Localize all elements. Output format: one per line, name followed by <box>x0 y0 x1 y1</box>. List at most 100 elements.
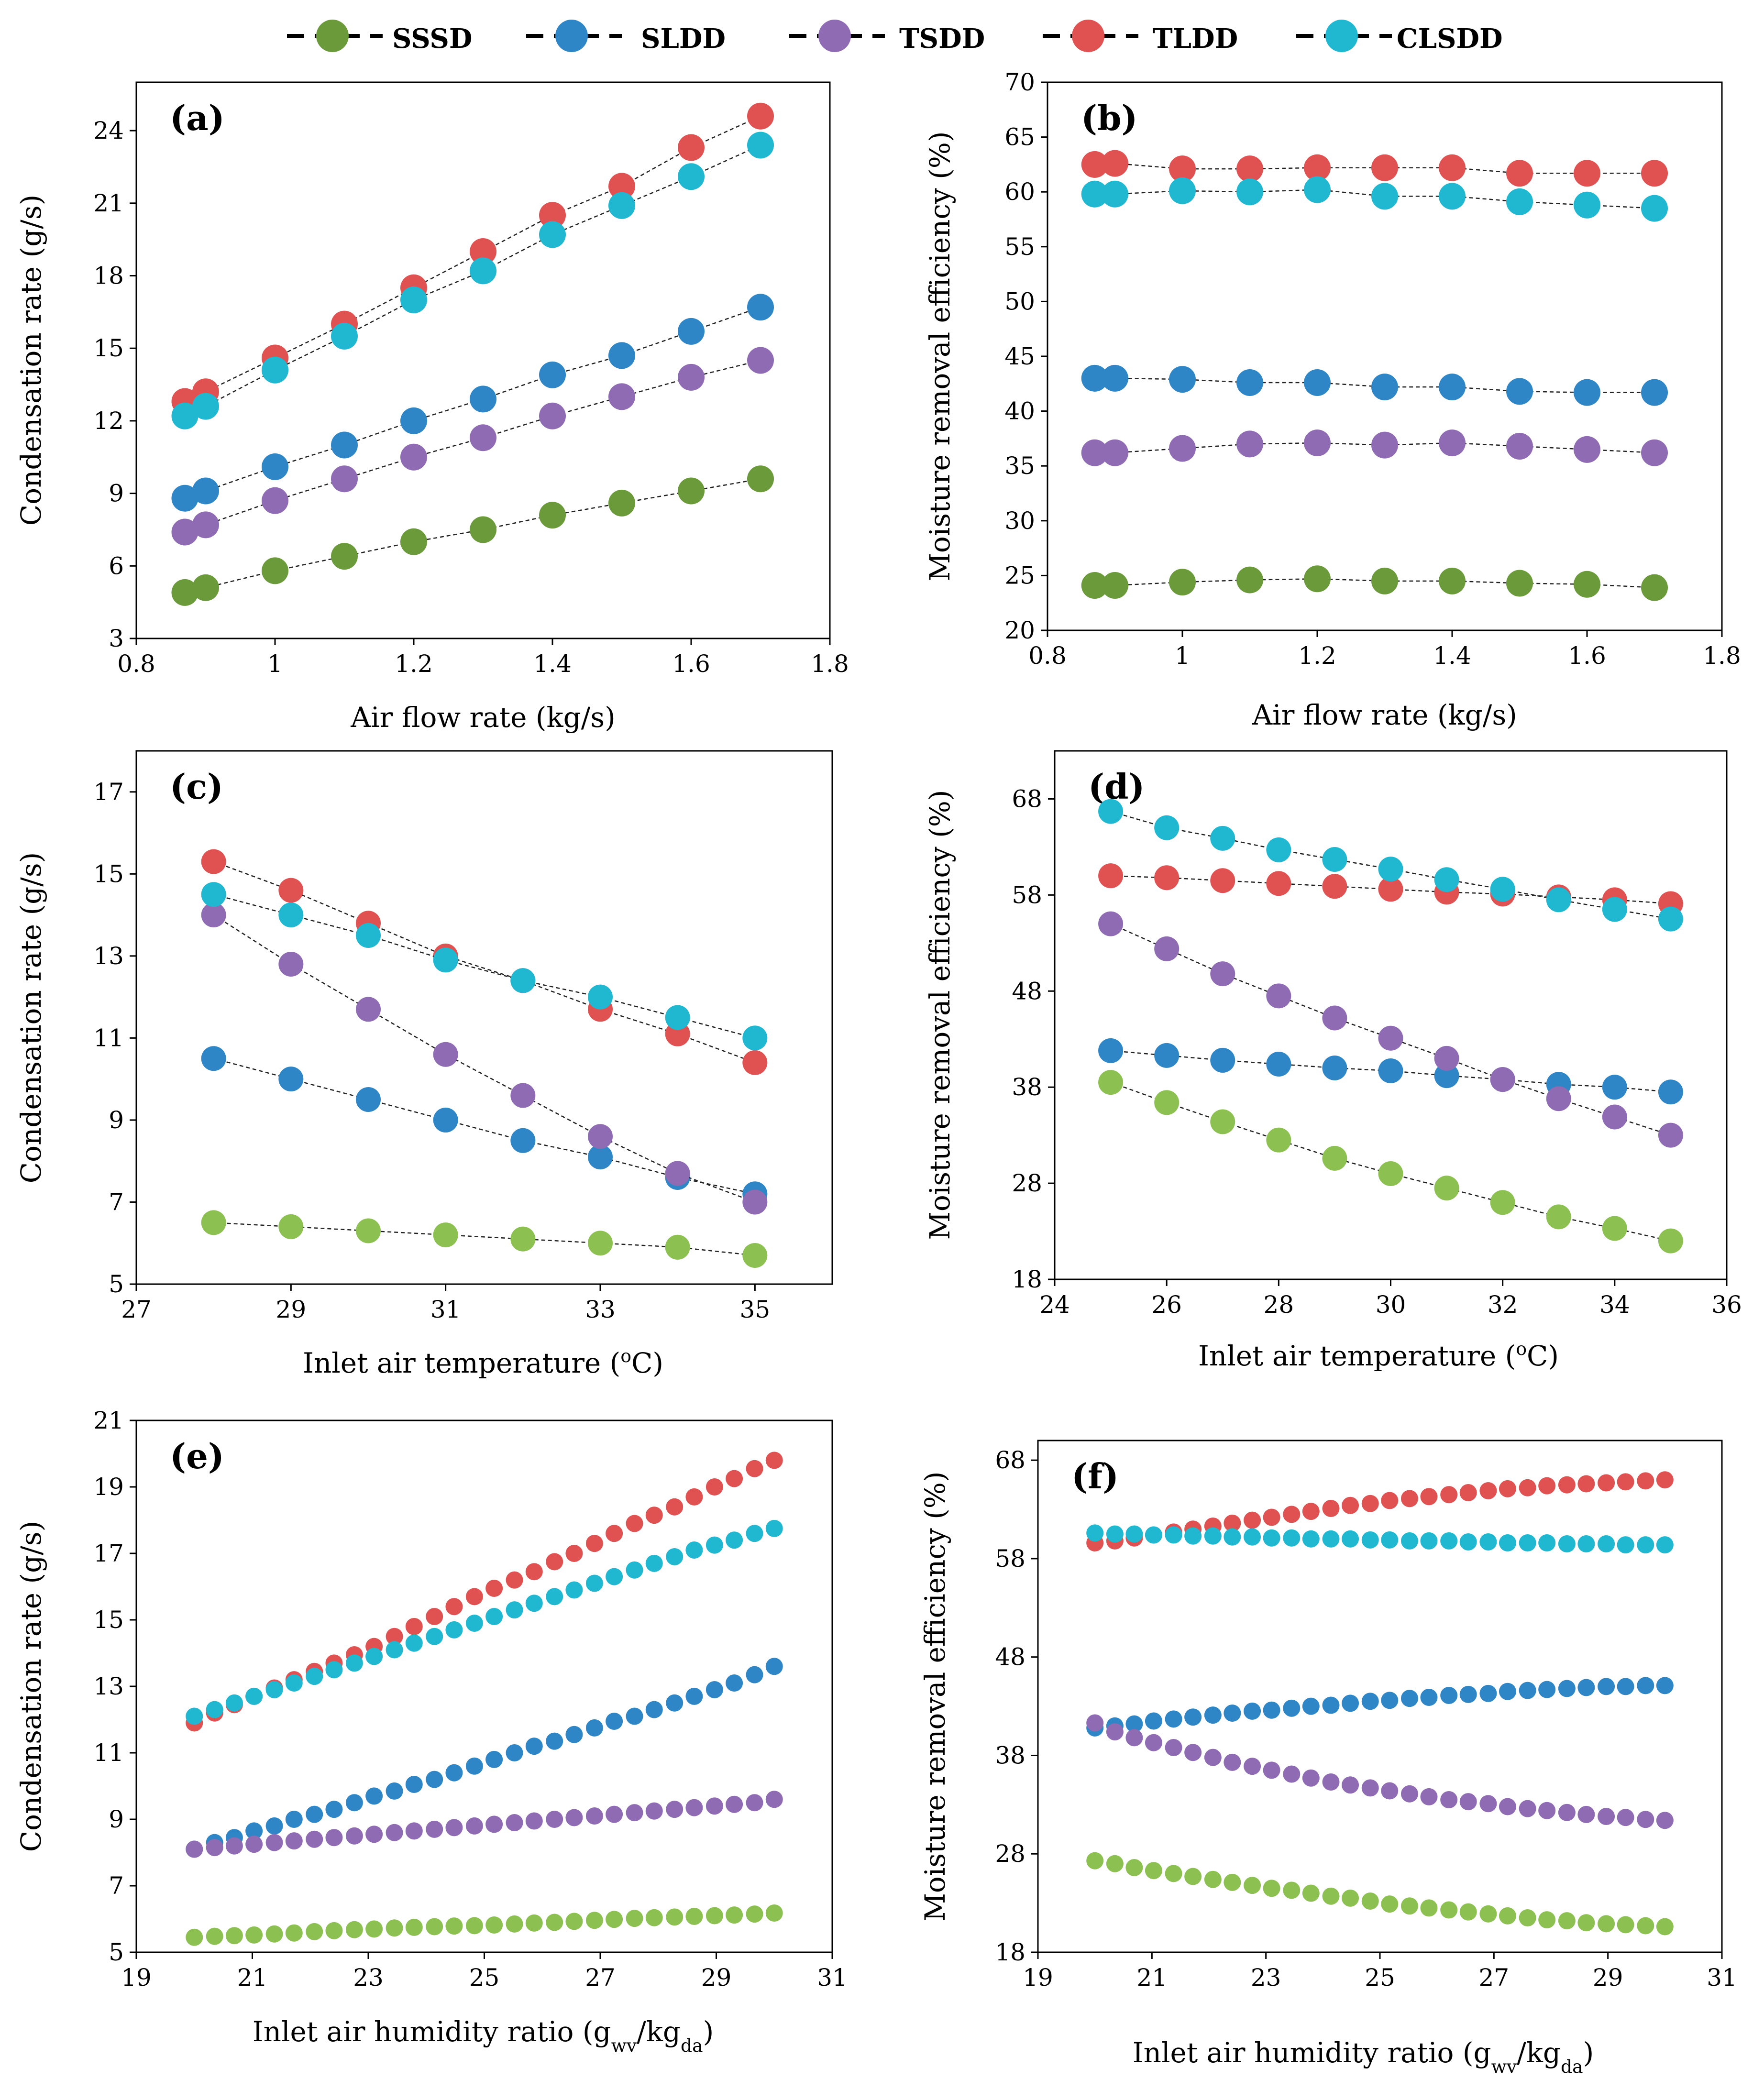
x-tick-label: 24 <box>1039 1291 1070 1319</box>
data-point <box>665 1161 690 1186</box>
data-point <box>742 1189 768 1215</box>
chart-panel-5: 19 21 23 25 27 29 31 5 7 9 11 13 15 17 19 21 Inlet air h… <box>15 1407 848 2056</box>
data-point <box>386 1782 403 1800</box>
data-point <box>331 431 358 459</box>
data-point <box>386 1919 403 1937</box>
data-point <box>1439 374 1466 401</box>
data-point <box>1304 565 1331 593</box>
data-point <box>1577 1535 1595 1553</box>
legend-label-clsdd: CLSDD <box>1397 23 1503 55</box>
data-point <box>666 1498 684 1516</box>
x-tick-label: 1.2 <box>1298 642 1336 670</box>
data-point <box>1641 574 1668 601</box>
series-line <box>1094 578 1655 588</box>
data-point <box>1210 825 1235 851</box>
x-tick-label: 33 <box>585 1296 616 1323</box>
data-point <box>1283 1699 1301 1717</box>
data-point <box>678 134 705 161</box>
data-point <box>201 1046 226 1071</box>
series-clsdd <box>171 132 774 429</box>
data-point <box>1224 1528 1241 1546</box>
x-tick-label: 30 <box>1376 1291 1406 1319</box>
y-tick-label: 25 <box>1004 561 1035 589</box>
data-point <box>1086 1714 1104 1732</box>
y-tick-label: 15 <box>93 860 124 888</box>
data-point <box>1106 1525 1124 1543</box>
data-point <box>1558 1476 1576 1494</box>
data-point <box>665 1234 690 1260</box>
data-point <box>1538 1802 1556 1819</box>
data-point <box>1081 364 1108 392</box>
data-point <box>645 1701 663 1718</box>
data-point <box>1598 1535 1615 1553</box>
data-point <box>225 1837 243 1855</box>
y-tick-label: 21 <box>93 1407 124 1434</box>
chart-panel-3: 27 29 31 33 35 5 7 9 11 13 15 17 Inlet air temperatu… <box>15 750 833 1379</box>
data-point <box>1361 1495 1379 1512</box>
data-point <box>1266 983 1291 1009</box>
data-point <box>645 1554 663 1572</box>
data-point <box>608 192 635 219</box>
data-point <box>585 1807 603 1825</box>
data-point <box>1577 1475 1595 1493</box>
data-point <box>225 1694 243 1712</box>
data-point <box>1558 1680 1576 1697</box>
data-point <box>1558 1535 1576 1553</box>
data-point <box>225 1927 243 1945</box>
data-point <box>325 1829 343 1847</box>
data-point <box>1617 1916 1634 1934</box>
data-point <box>1519 1909 1536 1926</box>
panel-label: (a) <box>170 98 225 138</box>
data-point <box>1154 815 1180 840</box>
data-point <box>386 1824 403 1841</box>
data-point <box>1244 1528 1261 1546</box>
data-point <box>606 1568 623 1585</box>
data-point <box>245 1926 263 1944</box>
legend: SSSD SLDD TSDD TLDD CLSDD <box>0 0 1764 72</box>
data-point <box>433 1222 458 1248</box>
data-point <box>525 1738 543 1755</box>
data-point <box>678 163 705 190</box>
data-point <box>400 528 427 555</box>
y-tick-label: 55 <box>1004 233 1035 261</box>
data-point <box>1602 1104 1627 1130</box>
data-point <box>1434 1176 1459 1201</box>
data-point <box>1361 1892 1379 1910</box>
data-point <box>1210 961 1235 987</box>
data-point <box>1322 847 1347 872</box>
y-tick-label: 38 <box>1012 1073 1042 1101</box>
data-point <box>426 1608 443 1626</box>
data-point <box>470 385 496 413</box>
data-point <box>1154 1090 1180 1115</box>
series-tldd <box>1081 150 1668 187</box>
data-point <box>588 984 613 1010</box>
data-point <box>285 1811 303 1828</box>
legend-item-sssd: SSSD <box>287 14 526 57</box>
data-point <box>278 1214 304 1239</box>
data-point <box>626 1804 643 1822</box>
data-point <box>1371 183 1398 210</box>
data-point <box>706 1478 723 1496</box>
data-point <box>666 1801 684 1818</box>
data-point <box>1236 430 1263 458</box>
data-point <box>525 1563 543 1581</box>
data-point <box>1086 1852 1104 1870</box>
data-point <box>565 1545 583 1562</box>
data-point <box>1361 1693 1379 1710</box>
y-tick-label: 15 <box>93 334 124 362</box>
data-point <box>1617 1473 1634 1491</box>
data-point <box>1574 191 1600 219</box>
x-tick-label: 21 <box>1137 1964 1168 1991</box>
legend-marker-sssd <box>287 20 383 52</box>
data-point <box>1106 1723 1124 1741</box>
data-point <box>678 318 705 345</box>
data-point <box>1165 1526 1182 1544</box>
data-point <box>1506 160 1533 187</box>
data-point <box>1283 1881 1301 1899</box>
data-point <box>565 1913 583 1930</box>
data-point <box>345 1794 363 1812</box>
x-axis-label: Air flow rate (kg/s) <box>350 701 616 734</box>
series-line <box>1094 163 1654 174</box>
legend-item-tldd: TLDD <box>1043 14 1282 57</box>
x-tick-label: 0.8 <box>117 650 155 678</box>
